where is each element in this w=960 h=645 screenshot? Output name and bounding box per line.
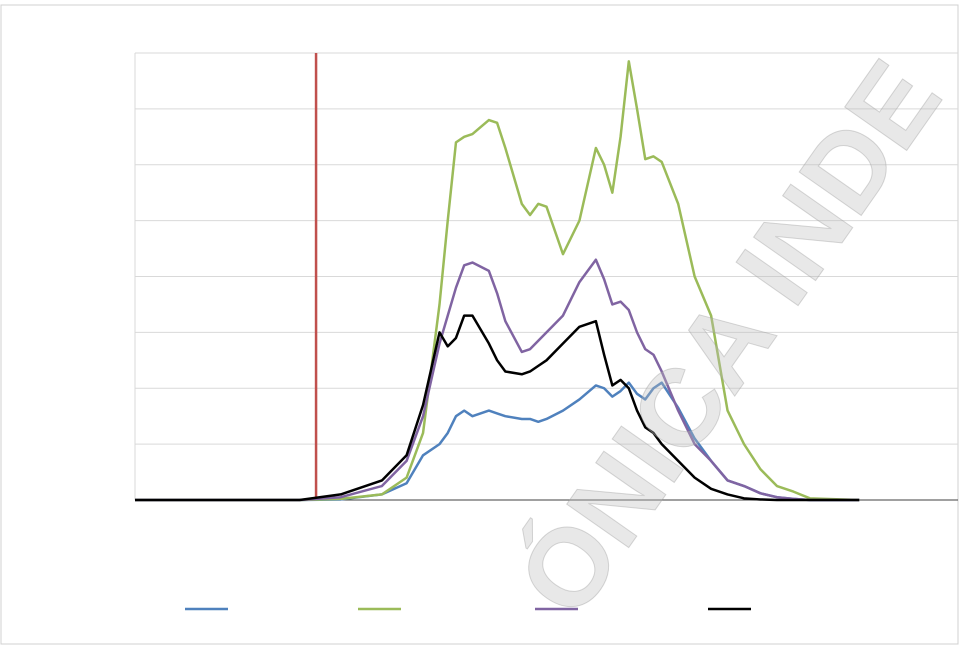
series-line xyxy=(135,258,860,502)
series-line xyxy=(135,60,860,502)
chart-frame xyxy=(0,4,959,645)
series-line xyxy=(135,314,860,502)
